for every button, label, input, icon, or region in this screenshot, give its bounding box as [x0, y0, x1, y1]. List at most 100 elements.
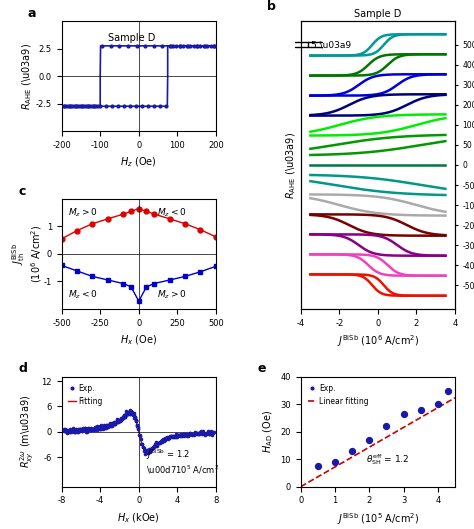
- Point: [192, 429, 200, 437]
- Point: [180, 430, 187, 439]
- Point: [157, 436, 165, 445]
- Point: [81, 426, 88, 434]
- Point: [123, 409, 131, 417]
- Point: [99, 424, 106, 432]
- Point: [348, 447, 356, 455]
- Point: [83, 425, 91, 434]
- Point: [69, 427, 76, 435]
- Point: [101, 422, 109, 430]
- Point: [132, 416, 140, 425]
- Point: [94, 424, 101, 433]
- Point: [121, 411, 128, 419]
- Point: [128, 407, 135, 415]
- Point: [101, 423, 109, 432]
- Point: [118, 415, 126, 423]
- Point: [190, 431, 198, 439]
- Point: [171, 432, 178, 441]
- Point: [127, 408, 135, 417]
- Point: [172, 430, 180, 438]
- X-axis label: $H_x$ (kOe): $H_x$ (kOe): [118, 511, 160, 525]
- Point: [149, 444, 156, 452]
- Point: [104, 423, 111, 432]
- Point: [105, 421, 112, 430]
- Point: [106, 421, 113, 430]
- Y-axis label: $R_{\mathrm{AHE}}$ (\u03a9): $R_{\mathrm{AHE}}$ (\u03a9): [284, 132, 298, 198]
- Point: [122, 406, 130, 415]
- Point: [113, 418, 121, 426]
- Point: [163, 434, 170, 443]
- Point: [154, 440, 161, 448]
- Point: [91, 422, 99, 431]
- Point: [208, 429, 216, 437]
- Point: [75, 426, 82, 435]
- Text: $\theta_{\mathrm{SH}}^{\mathrm{eff}}$ = 1.2: $\theta_{\mathrm{SH}}^{\mathrm{eff}}$ = …: [365, 452, 409, 467]
- Point: [91, 425, 98, 434]
- Point: [103, 422, 110, 431]
- Point: [66, 426, 74, 434]
- Point: [400, 409, 408, 418]
- Point: [106, 421, 114, 429]
- Point: [114, 418, 122, 426]
- Point: [95, 424, 102, 432]
- Point: [79, 424, 87, 433]
- Point: [196, 429, 203, 437]
- Point: [133, 417, 140, 426]
- Text: b: b: [267, 0, 276, 13]
- Point: [67, 427, 74, 435]
- Point: [115, 417, 123, 425]
- Point: [130, 414, 138, 423]
- Text: $M_z < 0$: $M_z < 0$: [68, 289, 97, 302]
- Point: [160, 435, 168, 443]
- Point: [119, 414, 127, 423]
- Point: [85, 426, 92, 434]
- Point: [110, 420, 118, 428]
- Point: [194, 430, 202, 438]
- Point: [176, 432, 183, 441]
- Point: [133, 421, 141, 429]
- Point: [183, 430, 191, 439]
- Point: [62, 425, 70, 434]
- Point: [80, 424, 87, 433]
- Point: [192, 428, 200, 437]
- Point: [91, 425, 98, 433]
- Text: c: c: [18, 185, 26, 198]
- Point: [141, 446, 148, 454]
- X-axis label: $J^{\mathrm{BiSb}}$ (10$^6$ A/cm$^2$): $J^{\mathrm{BiSb}}$ (10$^6$ A/cm$^2$): [337, 333, 419, 349]
- Point: [95, 423, 103, 431]
- Legend: Exp., Linear fitting: Exp., Linear fitting: [305, 381, 372, 408]
- Point: [62, 427, 70, 435]
- Point: [86, 425, 94, 434]
- Point: [108, 422, 115, 430]
- Point: [63, 426, 70, 434]
- Point: [122, 410, 130, 418]
- Point: [166, 432, 173, 441]
- Point: [97, 425, 104, 433]
- Point: [130, 411, 137, 419]
- Point: [105, 422, 113, 431]
- Point: [86, 424, 94, 433]
- Point: [183, 432, 191, 440]
- Point: [209, 431, 216, 439]
- Point: [152, 442, 160, 451]
- Point: [79, 425, 87, 433]
- Point: [417, 406, 425, 414]
- Point: [96, 425, 104, 433]
- Point: [112, 418, 119, 427]
- Point: [104, 421, 112, 430]
- Point: [184, 431, 192, 439]
- Point: [100, 424, 108, 432]
- Point: [162, 434, 170, 443]
- Point: [146, 445, 153, 453]
- Point: [132, 416, 140, 425]
- Point: [138, 440, 146, 449]
- Point: [64, 428, 72, 436]
- Point: [117, 416, 124, 424]
- Point: [191, 428, 199, 436]
- Point: [64, 427, 72, 435]
- Point: [79, 427, 86, 435]
- Point: [139, 443, 146, 452]
- Point: [200, 427, 207, 435]
- Point: [73, 426, 81, 435]
- Point: [141, 450, 149, 458]
- Point: [118, 415, 125, 423]
